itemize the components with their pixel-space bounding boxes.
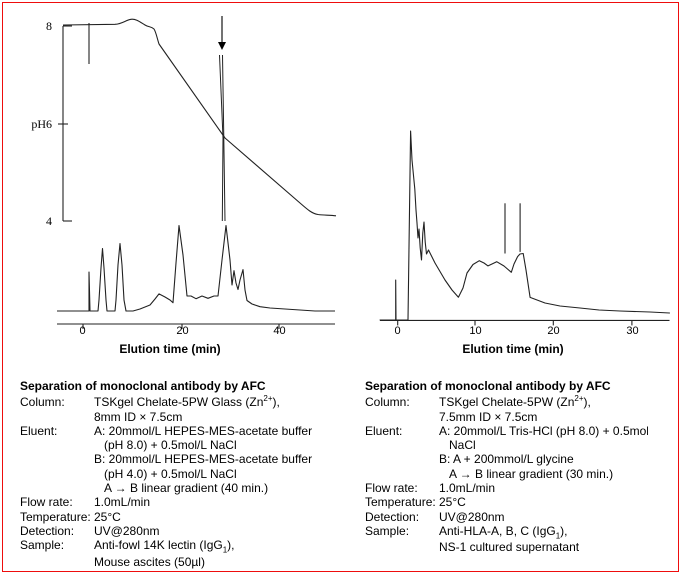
svg-text:4: 4 bbox=[46, 214, 52, 228]
svg-text:8: 8 bbox=[46, 19, 52, 33]
svg-text:pH6: pH6 bbox=[31, 117, 52, 131]
